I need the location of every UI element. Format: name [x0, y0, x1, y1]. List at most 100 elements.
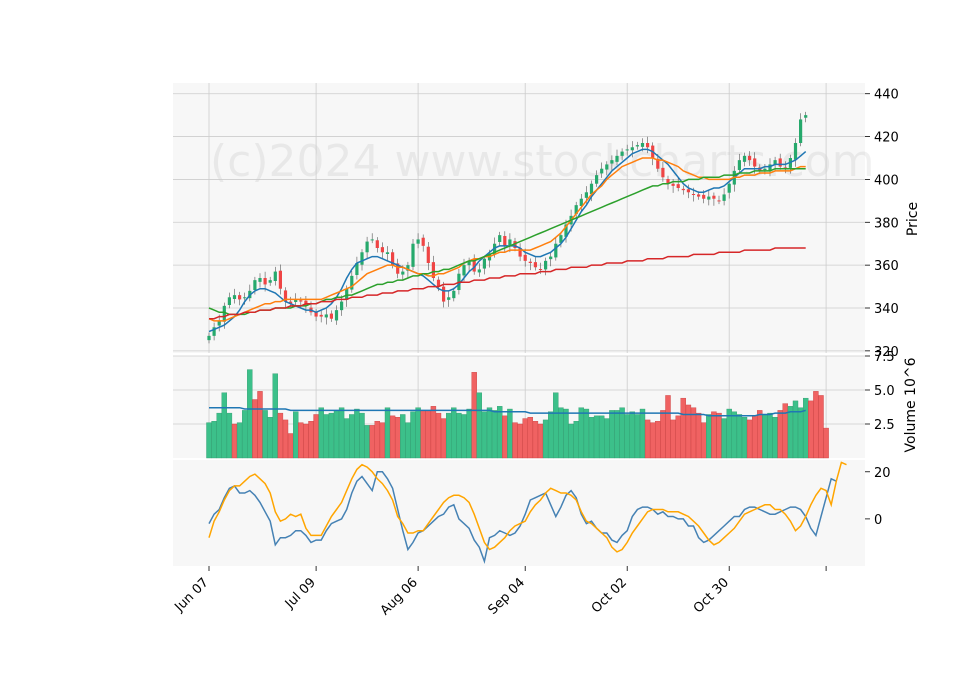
volume-bar-up [706, 414, 712, 459]
candle-down [666, 179, 670, 184]
candle-up [742, 155, 747, 162]
candle-down [538, 269, 543, 270]
volume-bar-up [328, 412, 335, 459]
volume-bar-down [471, 372, 477, 459]
volume-bar-down [752, 415, 758, 459]
volume-bar-down [670, 419, 676, 459]
candle-down [426, 246, 430, 263]
volume-bar-down [644, 419, 651, 459]
candle-up [768, 164, 772, 171]
volume-bar-up [624, 414, 630, 459]
candle-up [549, 256, 553, 260]
volume-bar-up [476, 392, 482, 459]
price-tick-label: 400 [874, 173, 899, 188]
candle-down [646, 143, 650, 148]
candle-down [753, 158, 757, 167]
volume-bar-down [425, 410, 431, 459]
volume-bar-down [257, 391, 263, 459]
volume-bar-up [359, 412, 365, 459]
candle-up [324, 314, 328, 318]
volume-bar-up [323, 414, 329, 459]
candle-down [712, 195, 716, 199]
candle-down [778, 158, 782, 167]
volume-bar-down [369, 425, 375, 459]
candle-down [289, 301, 293, 304]
volume-bar-up [262, 410, 268, 459]
candle-up [232, 295, 237, 299]
volume-bar-up [354, 408, 360, 459]
candle-up [625, 149, 629, 151]
candle-up [217, 320, 221, 326]
candle-up [584, 192, 588, 198]
candle-down [676, 184, 680, 188]
volume-bar-down [389, 415, 396, 459]
candle-down [380, 247, 384, 253]
volume-bar-up [721, 418, 727, 459]
candle-down [697, 194, 701, 197]
candle-down [528, 261, 532, 263]
candle-up [763, 168, 767, 170]
volume-bar-up [542, 419, 549, 459]
volume-bar-up [767, 412, 773, 459]
volume-tick-label: 5.0 [874, 384, 895, 399]
volume-bar-up [405, 422, 411, 459]
candle-up [222, 305, 226, 322]
volume-bar-up [609, 410, 615, 459]
volume-bar-down [379, 422, 386, 459]
x-tick-label: Jul 09 [282, 575, 319, 612]
candle-up [635, 145, 639, 147]
candle-up [268, 280, 272, 283]
candle-down [263, 278, 267, 285]
candle-up [737, 160, 741, 170]
volume-bar-up [318, 407, 324, 459]
volume-bar-down [711, 411, 717, 459]
candle-down [375, 240, 379, 248]
volume-bar-up [206, 422, 212, 459]
volume-bar-up [639, 408, 646, 459]
volume-bar-down [716, 412, 722, 459]
candle-up [406, 265, 410, 271]
volume-bar-up [599, 415, 605, 459]
candle-down [686, 189, 690, 193]
volume-bar-up [762, 414, 768, 459]
candle-down [278, 270, 282, 289]
volume-bar-down [313, 414, 319, 459]
volume-bar-up [558, 407, 564, 459]
candle-up [212, 327, 216, 336]
volume-bar-up [446, 412, 452, 459]
volume-bar-up [216, 412, 222, 459]
volume-bar-up [497, 406, 503, 459]
volume-bar-down [685, 404, 692, 459]
volume-bar-down [395, 417, 401, 459]
price-panel-bg [173, 83, 865, 353]
candle-down [513, 241, 517, 248]
candle-up [640, 143, 645, 147]
volume-bar-down [435, 412, 442, 459]
candle-up [452, 290, 456, 299]
volume-bar-down [522, 418, 528, 459]
price-tick-label: 340 [874, 302, 899, 317]
candle-down [472, 259, 476, 272]
volume-bar-up [226, 412, 233, 459]
series-layer [206, 111, 847, 565]
candle-up [544, 260, 548, 270]
volume-bar-up [731, 411, 737, 459]
volume-bar-up [236, 422, 243, 459]
volume-bar-up [333, 410, 340, 459]
candle-up [793, 143, 798, 160]
candle-up [620, 151, 624, 156]
candle-up [447, 297, 451, 300]
candle-up [564, 224, 568, 237]
volume-bar-up [344, 418, 350, 459]
volume-tick-label: 7.5 [874, 350, 895, 365]
volume-bar-up [481, 411, 488, 459]
candle-down [661, 167, 665, 178]
volume-bar-down [665, 395, 671, 459]
candle-down [396, 263, 400, 274]
oscillator-tick-label: 20 [874, 466, 891, 481]
candle-up [477, 269, 481, 273]
candle-down [671, 183, 675, 186]
volume-bar-up [614, 410, 620, 459]
candle-down [431, 262, 435, 278]
